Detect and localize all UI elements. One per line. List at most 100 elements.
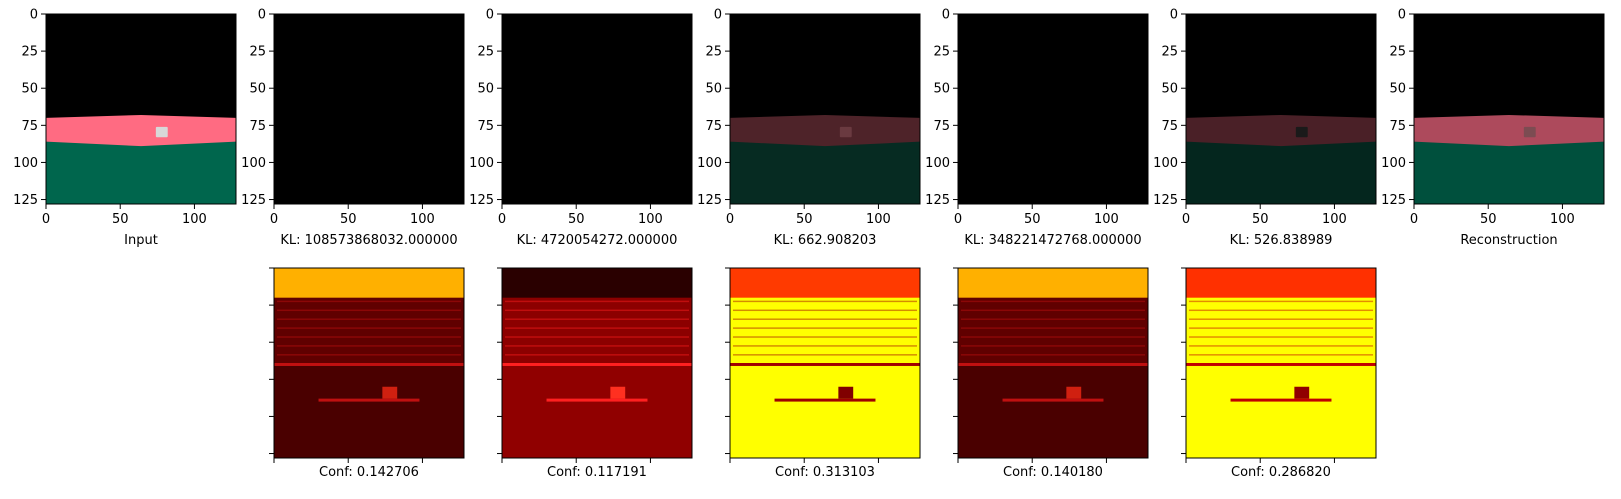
bottom-panel-0: Conf: 0.142706 [269,267,465,480]
top-ytick-label-6-1: 25 [1389,45,1406,60]
top-ytick-label-5-3: 75 [1161,119,1178,134]
top-ytick-label-5-1: 25 [1161,45,1178,60]
top-panel-3: 0 50 100 0 25 50 75 100 125 KL: 662.908203 [697,8,921,248]
top-panel-6: 0 50 100 0 25 50 75 100 125 Reconstruction [1381,8,1605,248]
top-ytick-label-3-1: 25 [705,45,722,60]
top-image-2 [502,14,692,204]
top-caption-3: KL: 662.908203 [774,233,877,248]
top-caption-1: KL: 108573868032.000000 [280,233,457,248]
top-ytick-label-4-1: 25 [933,45,950,60]
top-caption-2: KL: 4720054272.000000 [517,233,678,248]
top-xtick-label-6-2: 100 [1550,212,1575,227]
top-xtick-label-1-2: 100 [410,212,435,227]
top-frame-3 [729,13,921,205]
bottom-caption-3: Conf: 0.140180 [1003,465,1103,480]
top-frame-1 [273,13,465,205]
top-ytick-label-4-3: 75 [933,119,950,134]
top-ytick-label-0-0: 0 [30,8,38,23]
top-ytick-label-1-0: 0 [258,8,266,23]
top-xtick-label-4-0: 0 [954,212,962,227]
top-ytick-label-6-2: 50 [1389,82,1406,97]
top-ytick-label-1-2: 50 [249,82,266,97]
top-ytick-label-4-4: 100 [925,156,950,171]
top-ytick-label-5-5: 125 [1153,193,1178,208]
top-ytick-label-4-0: 0 [942,8,950,23]
top-ytick-label-0-5: 125 [13,193,38,208]
top-ytick-label-0-3: 75 [21,119,38,134]
bottom-image-4 [1186,268,1376,458]
top-image-1 [274,14,464,204]
top-ytick-label-3-5: 125 [697,193,722,208]
bottom-panel-4: Conf: 0.286820 [1181,267,1377,480]
top-image-5 [1186,14,1376,204]
top-image-4 [958,14,1148,204]
top-panel-1: 0 50 100 0 25 50 75 100 125 KL: 108573868032.0000… [241,8,465,248]
top-ytick-label-3-2: 50 [705,82,722,97]
top-caption-6: Reconstruction [1460,233,1557,248]
top-panel-2: 0 50 100 0 25 50 75 100 125 KL: 4720054272.000000 [469,8,693,248]
top-ytick-label-0-2: 50 [21,82,38,97]
top-row: 0 50 100 0 25 50 75 100 125 Input 0 50 100 0 25 50 75 100… [13,8,1605,248]
top-frame-2 [501,13,693,205]
top-frame-4 [957,13,1149,205]
bottom-frame-2 [729,267,921,459]
top-xtick-label-2-2: 100 [638,212,663,227]
top-ytick-label-5-4: 100 [1153,156,1178,171]
top-ytick-label-1-4: 100 [241,156,266,171]
bottom-caption-1: Conf: 0.117191 [547,465,647,480]
top-xtick-label-1-0: 0 [270,212,278,227]
bottom-caption-0: Conf: 0.142706 [319,465,419,480]
top-xtick-label-5-0: 0 [1182,212,1190,227]
top-ytick-label-3-0: 0 [714,8,722,23]
bottom-frame-1 [501,267,693,459]
bottom-image-2 [730,268,920,458]
top-panel-0: 0 50 100 0 25 50 75 100 125 Input [13,8,237,248]
top-panel-5: 0 50 100 0 25 50 75 100 125 KL: 526.838989 [1153,8,1377,248]
top-ytick-label-6-4: 100 [1381,156,1406,171]
top-ytick-label-0-1: 25 [21,45,38,60]
top-xtick-label-4-2: 100 [1094,212,1119,227]
top-caption-0: Input [124,233,158,248]
top-image-0 [46,14,236,204]
top-caption-5: KL: 526.838989 [1230,233,1333,248]
bottom-row: Conf: 0.142706 Conf: 0.117191 Conf: 0.3131… [269,267,1377,480]
top-frame-6 [1413,13,1605,205]
top-xtick-label-3-2: 100 [866,212,891,227]
top-ytick-label-2-3: 75 [477,119,494,134]
bottom-panel-3: Conf: 0.140180 [953,267,1149,480]
top-xtick-label-3-0: 0 [726,212,734,227]
top-xtick-label-2-0: 0 [498,212,506,227]
top-ytick-label-6-3: 75 [1389,119,1406,134]
top-ytick-label-4-5: 125 [925,193,950,208]
top-xtick-label-0-2: 100 [182,212,207,227]
top-caption-4: KL: 348221472768.000000 [964,233,1141,248]
top-xtick-label-6-1: 50 [1480,212,1497,227]
top-ytick-label-6-0: 0 [1398,8,1406,23]
bottom-image-1 [502,268,692,458]
top-ytick-label-2-5: 125 [469,193,494,208]
bottom-panel-1: Conf: 0.117191 [497,267,693,480]
top-ytick-label-3-4: 100 [697,156,722,171]
top-ytick-label-5-0: 0 [1170,8,1178,23]
top-ytick-label-1-1: 25 [249,45,266,60]
top-ytick-label-2-4: 100 [469,156,494,171]
top-frame-5 [1185,13,1377,205]
top-xtick-label-3-1: 50 [796,212,813,227]
top-xtick-label-1-1: 50 [340,212,357,227]
top-ytick-label-2-0: 0 [486,8,494,23]
top-frame-0 [45,13,237,205]
top-ytick-label-5-2: 50 [1161,82,1178,97]
bottom-caption-4: Conf: 0.286820 [1231,465,1331,480]
top-panel-4: 0 50 100 0 25 50 75 100 125 KL: 348221472768.0000… [925,8,1149,248]
top-xtick-label-0-0: 0 [42,212,50,227]
top-xtick-label-5-1: 50 [1252,212,1269,227]
top-xtick-label-4-1: 50 [1024,212,1041,227]
bottom-frame-4 [1185,267,1377,459]
bottom-image-3 [958,268,1148,458]
top-ytick-label-1-3: 75 [249,119,266,134]
top-image-3 [730,14,920,204]
top-xtick-label-5-2: 100 [1322,212,1347,227]
top-ytick-label-2-1: 25 [477,45,494,60]
top-xtick-label-6-0: 0 [1410,212,1418,227]
bottom-image-0 [274,268,464,458]
